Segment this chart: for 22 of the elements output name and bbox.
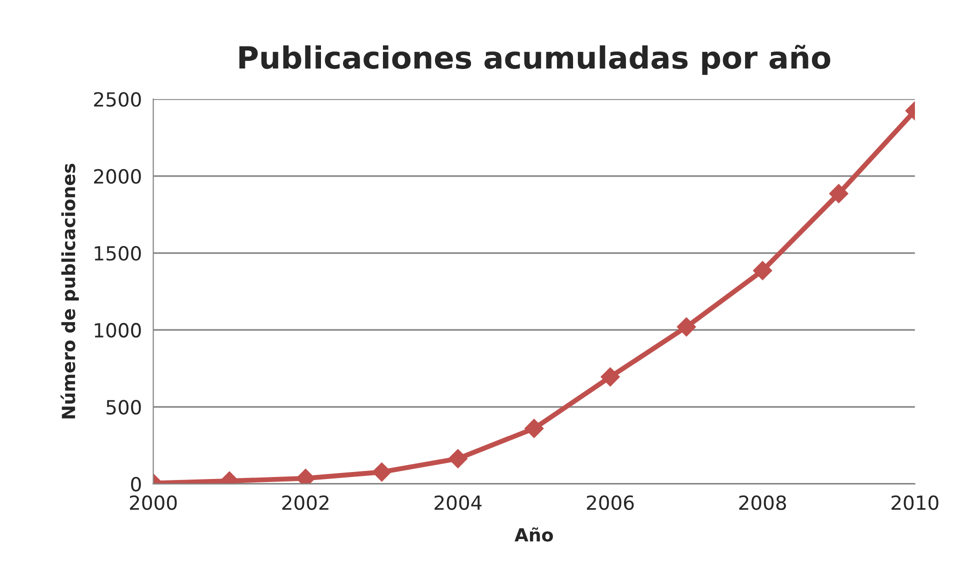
point	[372, 462, 392, 482]
x-tick-label: 2010	[892, 495, 938, 510]
chart-title: Publicaciones acumuladas por año	[239, 44, 830, 75]
point	[752, 260, 772, 280]
y-tick-label: 1500	[94, 246, 141, 261]
point	[676, 317, 696, 337]
point	[600, 367, 620, 387]
y-tick-label: 2500	[94, 92, 141, 107]
y-tick-label: 500	[106, 400, 141, 415]
point	[448, 448, 468, 468]
x-tick-label: 2000	[130, 495, 177, 510]
point	[524, 418, 544, 438]
x-tick-label: 2008	[739, 495, 786, 510]
y-axis-title: Número de publicaciones	[60, 164, 79, 418]
y-tick-label: 1000	[94, 322, 141, 338]
point	[828, 184, 849, 204]
y-tick-label: 0	[131, 476, 141, 492]
x-tick-label: 2004	[434, 495, 482, 510]
x-tick-label: 2002	[282, 495, 328, 510]
x-tick-label: 2006	[586, 495, 634, 510]
y-tick-label: 2000	[94, 169, 141, 184]
x-axis-title: Año	[514, 527, 553, 542]
